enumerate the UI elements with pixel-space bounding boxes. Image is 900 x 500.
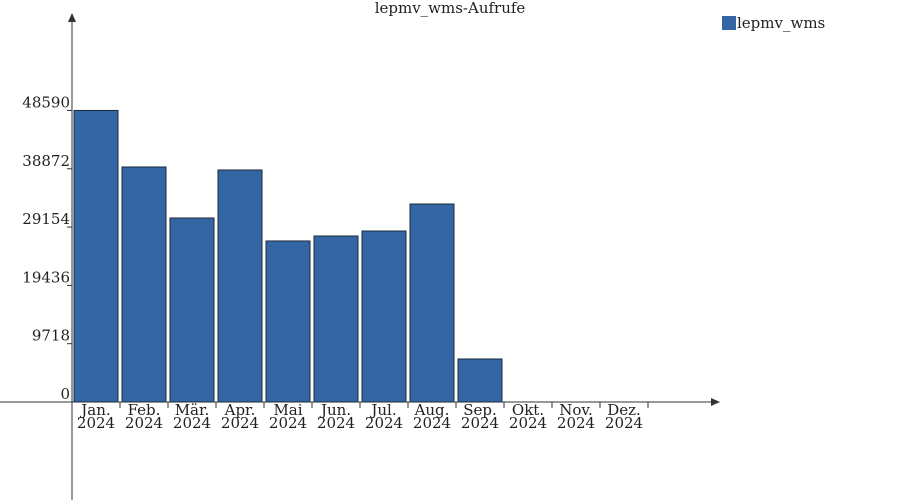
bar xyxy=(409,203,455,403)
y-tick-label: 9718 xyxy=(32,327,70,345)
y-tick-label: 0 xyxy=(60,385,70,403)
x-tick-label: Jul. 2024 xyxy=(364,401,404,432)
x-tick-label: Okt. 2024 xyxy=(508,401,548,432)
x-tick-label: Dez. 2024 xyxy=(604,401,644,432)
bar xyxy=(169,217,215,403)
y-tick-label: 48590 xyxy=(22,93,70,111)
bar xyxy=(265,240,311,403)
chart-title: lepmv_wms-Aufrufe xyxy=(375,0,526,17)
y-tick-label: 38872 xyxy=(22,152,70,170)
bar xyxy=(73,109,119,403)
legend-label: lepmv_wms xyxy=(737,14,825,32)
y-tick-label: 29154 xyxy=(22,210,70,228)
x-tick-label: Feb. 2024 xyxy=(124,401,164,432)
bar xyxy=(313,235,359,403)
y-arrow xyxy=(68,13,76,22)
x-tick-label: Mai 2024 xyxy=(268,401,308,432)
x-tick-label: Jan. 2024 xyxy=(76,401,116,432)
x-tick-label: Nov. 2024 xyxy=(556,401,596,432)
bar xyxy=(217,169,263,403)
legend-swatch xyxy=(722,16,736,30)
bar xyxy=(361,230,407,403)
bar xyxy=(121,166,167,403)
x-tick-label: Apr. 2024 xyxy=(220,401,260,432)
x-tick-label: Sep. 2024 xyxy=(460,401,500,432)
bar xyxy=(457,358,503,403)
x-arrow xyxy=(711,398,720,406)
x-tick-label: Mär. 2024 xyxy=(172,401,212,432)
y-tick-label: 19436 xyxy=(22,268,70,286)
x-tick-label: Aug. 2024 xyxy=(412,401,452,432)
x-tick-label: Jun. 2024 xyxy=(316,401,356,432)
